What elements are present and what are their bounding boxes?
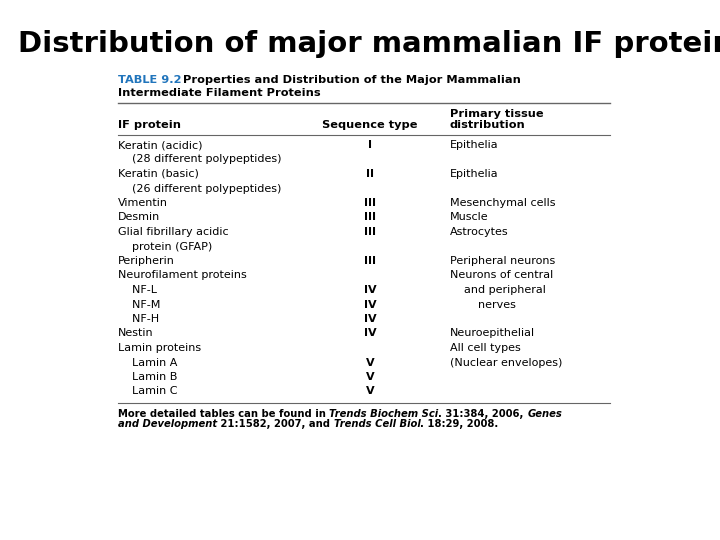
Text: Glial fibrillary acidic: Glial fibrillary acidic <box>118 227 229 237</box>
Text: Epithelia: Epithelia <box>450 140 499 150</box>
Text: Peripherin: Peripherin <box>118 256 175 266</box>
Text: V: V <box>366 387 374 396</box>
Text: III: III <box>364 213 376 222</box>
Text: Sequence type: Sequence type <box>323 120 418 130</box>
Text: Primary tissue: Primary tissue <box>450 109 544 119</box>
Text: (Nuclear envelopes): (Nuclear envelopes) <box>450 357 562 368</box>
Text: Vimentin: Vimentin <box>118 198 168 208</box>
Text: Lamin A: Lamin A <box>118 357 177 368</box>
Text: More detailed tables can be found in: More detailed tables can be found in <box>118 409 329 419</box>
Text: IV: IV <box>364 314 377 324</box>
Text: Epithelia: Epithelia <box>450 169 499 179</box>
Text: . 18:29, 2008.: . 18:29, 2008. <box>420 419 499 429</box>
Text: Distribution of major mammalian IF proteins: Distribution of major mammalian IF prote… <box>18 30 720 58</box>
Text: Neurofilament proteins: Neurofilament proteins <box>118 271 247 280</box>
Text: III: III <box>364 256 376 266</box>
Text: TABLE 9.2: TABLE 9.2 <box>118 75 181 85</box>
Text: Properties and Distribution of the Major Mammalian: Properties and Distribution of the Major… <box>175 75 521 85</box>
Text: Desmin: Desmin <box>118 213 161 222</box>
Text: 21:1582, 2007, and: 21:1582, 2007, and <box>217 419 333 429</box>
Text: and Development: and Development <box>118 419 217 429</box>
Text: Peripheral neurons: Peripheral neurons <box>450 256 555 266</box>
Text: Neuroepithelial: Neuroepithelial <box>450 328 535 339</box>
Text: Intermediate Filament Proteins: Intermediate Filament Proteins <box>118 88 320 98</box>
Text: Astrocytes: Astrocytes <box>450 227 508 237</box>
Text: (28 different polypeptides): (28 different polypeptides) <box>118 154 282 165</box>
Text: IV: IV <box>364 328 377 339</box>
Text: II: II <box>366 169 374 179</box>
Text: NF-L: NF-L <box>118 285 157 295</box>
Text: Muscle: Muscle <box>450 213 489 222</box>
Text: protein (GFAP): protein (GFAP) <box>118 241 212 252</box>
Text: IF protein: IF protein <box>118 120 181 130</box>
Text: Trends Biochem Sci: Trends Biochem Sci <box>329 409 438 419</box>
Text: V: V <box>366 357 374 368</box>
Text: . 31:384, 2006,: . 31:384, 2006, <box>438 409 527 419</box>
Text: Lamin C: Lamin C <box>118 387 178 396</box>
Text: III: III <box>364 227 376 237</box>
Text: I: I <box>368 140 372 150</box>
Text: Neurons of central: Neurons of central <box>450 271 553 280</box>
Text: V: V <box>366 372 374 382</box>
Text: Genes: Genes <box>527 409 562 419</box>
Text: Keratin (basic): Keratin (basic) <box>118 169 199 179</box>
Text: Lamin proteins: Lamin proteins <box>118 343 201 353</box>
Text: IV: IV <box>364 285 377 295</box>
Text: Nestin: Nestin <box>118 328 153 339</box>
Text: NF-M: NF-M <box>118 300 161 309</box>
Text: NF-H: NF-H <box>118 314 159 324</box>
Text: All cell types: All cell types <box>450 343 521 353</box>
Text: nerves: nerves <box>450 300 516 309</box>
Text: distribution: distribution <box>450 120 526 130</box>
Text: (26 different polypeptides): (26 different polypeptides) <box>118 184 282 193</box>
Text: Lamin B: Lamin B <box>118 372 177 382</box>
Text: Keratin (acidic): Keratin (acidic) <box>118 140 202 150</box>
Text: Mesenchymal cells: Mesenchymal cells <box>450 198 556 208</box>
Text: Trends Cell Biol: Trends Cell Biol <box>333 419 420 429</box>
Text: III: III <box>364 198 376 208</box>
Text: IV: IV <box>364 300 377 309</box>
Text: and peripheral: and peripheral <box>450 285 546 295</box>
